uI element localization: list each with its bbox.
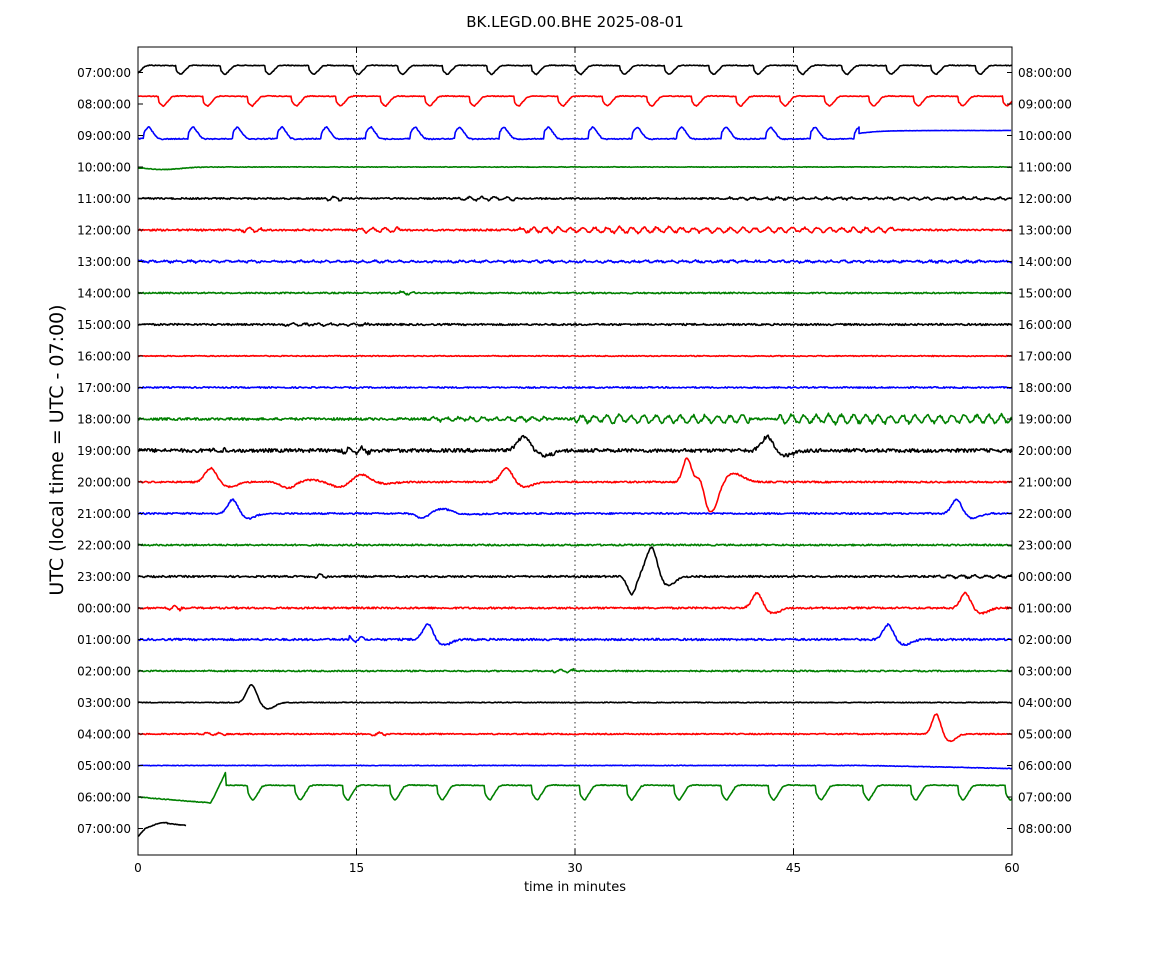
trace-line-8 — [137, 322, 1013, 327]
right-hour-label: 17:00:00 — [1018, 350, 1072, 364]
right-hour-label: 03:00:00 — [1018, 665, 1072, 679]
x-tick-label: 45 — [786, 861, 801, 875]
right-hour-label: 07:00:00 — [1018, 791, 1072, 805]
right-hour-label: 09:00:00 — [1018, 98, 1072, 112]
trace-line-14 — [137, 498, 1013, 520]
x-ticks: 0 15 30 45 60 — [134, 47, 1020, 875]
left-hour-label: 11:00:00 — [77, 192, 131, 206]
x-axis-label: time in minutes — [524, 880, 626, 895]
left-hour-label: 16:00:00 — [77, 350, 131, 364]
trace-line-7 — [137, 290, 1013, 296]
left-hour-label: 20:00:00 — [77, 476, 131, 490]
right-hour-label: 15:00:00 — [1018, 287, 1072, 301]
right-hour-label: 16:00:00 — [1018, 318, 1072, 332]
right-hour-label: 18:00:00 — [1018, 381, 1072, 395]
right-hour-label: 10:00:00 — [1018, 129, 1072, 143]
right-hour-label: 14:00:00 — [1018, 255, 1072, 269]
right-hour-label: 22:00:00 — [1018, 507, 1072, 521]
left-hour-label: 01:00:00 — [77, 633, 131, 647]
trace-line-22 — [137, 764, 1013, 770]
right-hour-label: 02:00:00 — [1018, 633, 1072, 647]
trace-line-12 — [137, 434, 1013, 458]
trace-line-1 — [137, 94, 1013, 108]
left-hour-label: 17:00:00 — [77, 381, 131, 395]
trace-line-9 — [137, 354, 1013, 358]
trace-line-13 — [137, 457, 1013, 513]
left-hour-label: 07:00:00 — [77, 822, 131, 836]
left-hour-label: 23:00:00 — [77, 570, 131, 584]
right-hour-label: 11:00:00 — [1018, 161, 1072, 175]
left-hour-label: 03:00:00 — [77, 696, 131, 710]
trace-line-21 — [137, 713, 1013, 743]
y-axis-label: UTC (local time = UTC - 07:00) — [46, 304, 68, 595]
trace-line-17 — [137, 591, 1013, 615]
trace-group — [137, 64, 1013, 838]
right-hour-label: 19:00:00 — [1018, 413, 1072, 427]
right-hour-label: 20:00:00 — [1018, 444, 1072, 458]
x-tick-label: 0 — [134, 861, 142, 875]
left-hour-label: 04:00:00 — [77, 728, 131, 742]
right-hour-label: 06:00:00 — [1018, 759, 1072, 773]
trace-line-15 — [137, 543, 1013, 547]
trace-line-24 — [137, 821, 187, 838]
trace-line-4 — [137, 195, 1013, 202]
right-hour-label: 00:00:00 — [1018, 570, 1072, 584]
left-hour-label: 14:00:00 — [77, 287, 131, 301]
trace-line-3 — [137, 165, 1013, 171]
right-hour-label: 08:00:00 — [1018, 66, 1072, 80]
trace-line-0 — [137, 64, 1013, 76]
right-hour-labels: 08:00:00 09:00:00 10:00:00 11:00:00 12:00:00… — [1007, 66, 1072, 836]
left-hour-label: 10:00:00 — [77, 161, 131, 175]
trace-line-10 — [137, 385, 1013, 390]
x-tick-label: 60 — [1004, 861, 1019, 875]
trace-line-16 — [137, 546, 1013, 596]
right-hour-label: 08:00:00 — [1018, 822, 1072, 836]
left-hour-label: 18:00:00 — [77, 413, 131, 427]
trace-line-11 — [137, 412, 1013, 426]
right-hour-label: 23:00:00 — [1018, 539, 1072, 553]
trace-line-5 — [137, 225, 1013, 235]
left-hour-label: 06:00:00 — [77, 791, 131, 805]
left-hour-label: 09:00:00 — [77, 129, 131, 143]
x-tick-label: 15 — [349, 861, 364, 875]
trace-line-6 — [137, 259, 1013, 264]
left-hour-label: 15:00:00 — [77, 318, 131, 332]
left-hour-label: 05:00:00 — [77, 759, 131, 773]
chart-title: BK.LEGD.00.BHE 2025-08-01 — [466, 13, 684, 31]
left-hour-label: 08:00:00 — [77, 98, 131, 112]
left-hour-label: 22:00:00 — [77, 539, 131, 553]
x-tick-label: 30 — [567, 861, 582, 875]
trace-line-18 — [137, 622, 1013, 647]
left-hour-label: 02:00:00 — [77, 665, 131, 679]
left-hour-labels: 07:00:00 08:00:00 09:00:00 10:00:00 11:00:00… — [77, 66, 143, 836]
trace-line-23 — [137, 771, 1013, 804]
left-hour-label: 00:00:00 — [77, 602, 131, 616]
trace-line-2 — [137, 125, 1012, 141]
right-hour-label: 21:00:00 — [1018, 476, 1072, 490]
trace-line-19 — [137, 667, 1013, 674]
right-hour-label: 05:00:00 — [1018, 728, 1072, 742]
left-hour-label: 19:00:00 — [77, 444, 131, 458]
trace-line-20 — [137, 683, 1013, 710]
left-hour-label: 21:00:00 — [77, 507, 131, 521]
left-hour-label: 07:00:00 — [77, 66, 131, 80]
right-hour-label: 12:00:00 — [1018, 192, 1072, 206]
left-hour-label: 12:00:00 — [77, 224, 131, 238]
left-hour-label: 13:00:00 — [77, 255, 131, 269]
right-hour-label: 04:00:00 — [1018, 696, 1072, 710]
right-hour-label: 13:00:00 — [1018, 224, 1072, 238]
right-hour-label: 01:00:00 — [1018, 602, 1072, 616]
